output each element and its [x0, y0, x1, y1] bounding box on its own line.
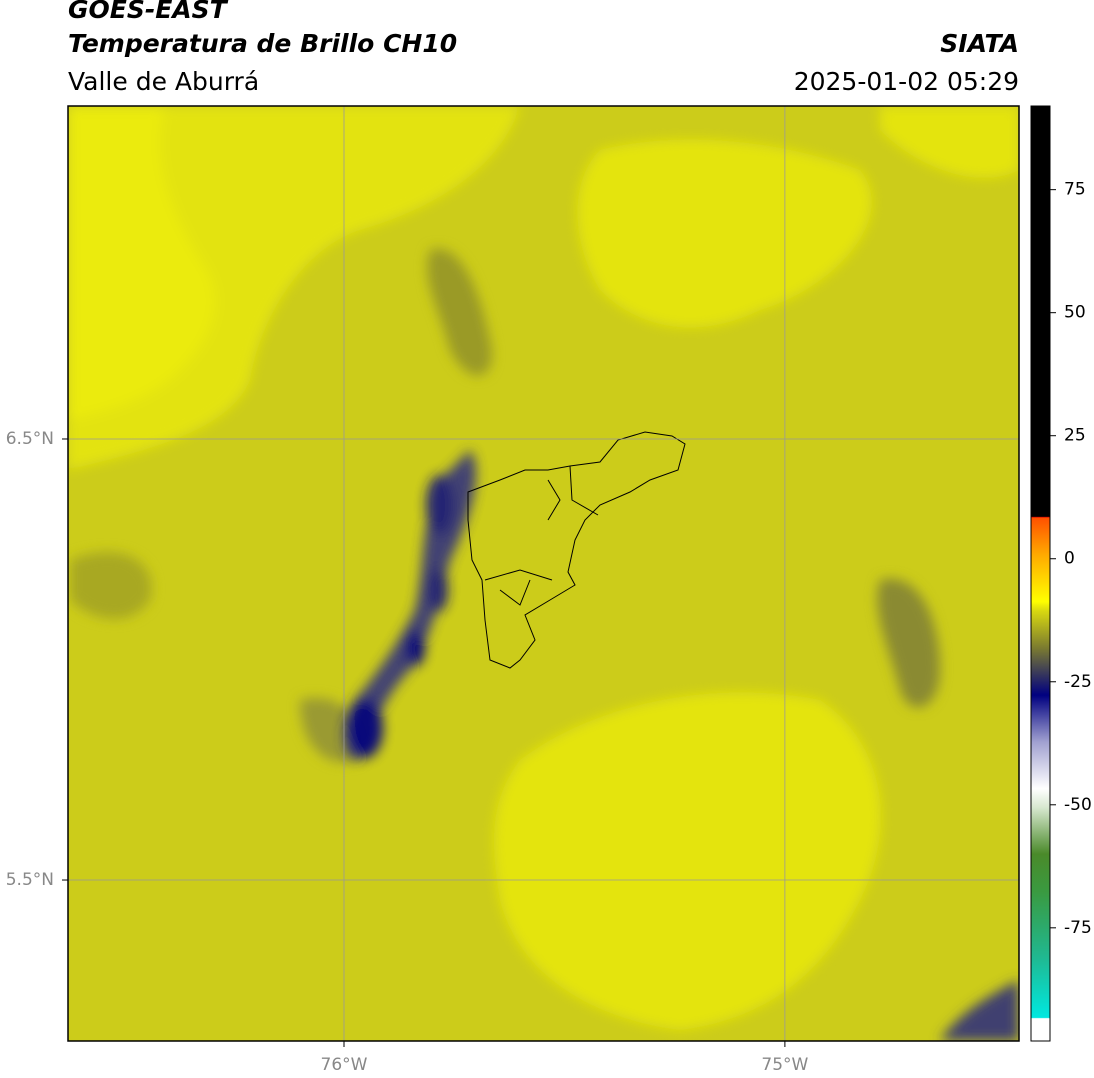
x-tick-label: 75°W [761, 1055, 808, 1075]
title: GOES-EAST [68, 0, 229, 24]
graticule [62, 106, 1019, 1047]
subtitle: Temperatura de Brillo CH10 [68, 29, 457, 58]
colorbar [1030, 105, 1051, 1042]
colorbar-ticks: 75 50 25 0 -25 -50 -75 [1050, 180, 1092, 938]
colorbar-tick-label: -50 [1064, 795, 1092, 815]
x-tick-label: 76°W [321, 1055, 368, 1075]
colorbar-tick-label: 25 [1064, 426, 1086, 446]
municipality-outline [467, 431, 686, 669]
region: Valle de Aburrá [68, 67, 259, 96]
datetime: 2025-01-02 05:29 [794, 67, 1019, 96]
colorbar-tick-label: -75 [1064, 918, 1092, 938]
y-tick-label: 5.5°N [6, 870, 54, 890]
colorbar-tick-label: 50 [1064, 303, 1086, 323]
map-frame [67, 105, 1020, 1042]
map-field [68, 106, 1019, 1041]
source: SIATA [940, 29, 1019, 58]
y-tick-label: 6.5°N [6, 429, 54, 449]
colorbar-tick-label: -25 [1064, 672, 1092, 692]
colorbar-tick-label: 0 [1064, 549, 1075, 569]
colorbar-tick-label: 75 [1064, 180, 1086, 200]
